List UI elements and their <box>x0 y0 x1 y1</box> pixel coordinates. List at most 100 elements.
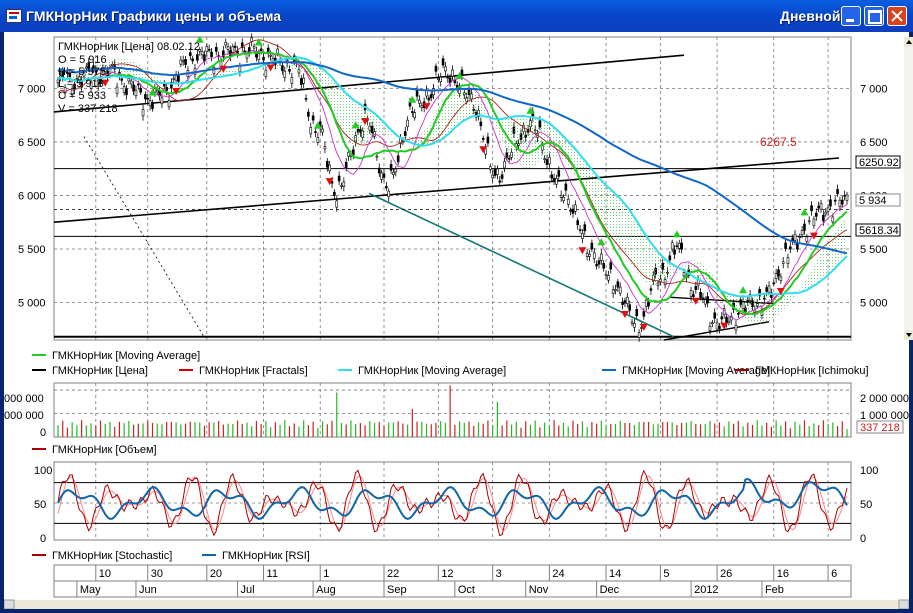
close-button[interactable] <box>887 6 907 26</box>
month-tick-label: Feb <box>765 584 784 596</box>
day-tick-label: 22 <box>387 568 399 580</box>
minimize-button[interactable] <box>841 6 861 26</box>
fractal-down-arrow-icon <box>691 297 700 305</box>
day-tick-label: 12 <box>441 568 453 580</box>
fractal-down-arrow-icon <box>639 323 648 331</box>
candle-body <box>304 98 308 100</box>
candle-body <box>207 49 211 51</box>
volume-panel[interactable]: 000 000 000 000 0 2 000 000 1 000 000 33… <box>4 382 909 439</box>
vertical-scrollbar[interactable] <box>904 37 913 340</box>
month-tick-label: 2012 <box>694 584 718 596</box>
candle-body <box>415 89 419 97</box>
candle-body <box>167 100 171 108</box>
candle-body <box>89 81 93 89</box>
candle-body <box>668 255 672 261</box>
candle-body <box>165 87 168 91</box>
candle-body <box>578 229 582 231</box>
scroll-track[interactable] <box>904 47 913 330</box>
candle-body <box>198 49 202 52</box>
day-tick-label: 16 <box>777 568 789 580</box>
candle-body <box>155 89 159 93</box>
candle-body <box>824 211 828 215</box>
candle-body <box>125 88 128 96</box>
horizontal-scrollbar[interactable] <box>4 599 909 609</box>
moving-average-green-line <box>57 50 848 316</box>
candle-body <box>184 58 187 65</box>
candle-body <box>132 84 135 92</box>
day-tick-label: 5 <box>663 568 669 580</box>
candle-body <box>677 242 681 249</box>
upper-trend-line[interactable] <box>53 54 685 113</box>
month-tick-label: Aug <box>316 584 336 596</box>
title-bar[interactable]: ГМКНорНик Графики цены и объема Дневной <box>0 0 913 32</box>
candle-body <box>231 46 235 53</box>
candle-body <box>781 261 785 264</box>
fractal-down-arrow-icon <box>578 247 587 255</box>
candle-body <box>611 289 615 294</box>
fractal-down-arrow-icon <box>720 322 729 330</box>
candle-body <box>673 249 676 255</box>
candle-body <box>403 131 407 136</box>
candle-body <box>635 309 639 317</box>
candle-body <box>498 180 502 183</box>
candle-body <box>177 74 180 82</box>
candle-body <box>283 70 287 78</box>
candle-body <box>711 322 714 324</box>
osc-left-label-0: 0 <box>40 533 46 545</box>
candle-body <box>141 109 145 117</box>
price-ytick-left: 5 500 <box>18 244 46 256</box>
scroll-up-arrow-icon[interactable] <box>904 37 913 47</box>
candle-body <box>333 191 336 196</box>
candle-body <box>595 263 598 267</box>
fractal-up-arrow-icon <box>526 106 535 114</box>
candle-body <box>96 79 100 87</box>
candle-body <box>191 58 194 62</box>
candle-body <box>602 263 605 269</box>
candle-body <box>675 245 679 247</box>
candle-body <box>583 224 587 232</box>
candle-body <box>205 46 209 52</box>
candle-body <box>784 242 787 249</box>
candle-body <box>137 83 140 86</box>
candle-body <box>196 54 199 61</box>
boxed-level-2-label: 5618.34 <box>859 225 899 237</box>
dotted-trend-line[interactable] <box>83 136 205 337</box>
osc-left-label-100: 100 <box>34 465 52 477</box>
candle-body <box>680 242 683 250</box>
candle-body <box>715 322 719 330</box>
maximize-button[interactable] <box>864 6 884 26</box>
osc-right-label-50: 50 <box>860 499 872 511</box>
candle-body <box>389 164 393 171</box>
fractal-down-arrow-icon <box>776 287 785 295</box>
rising-support-line[interactable] <box>663 321 770 341</box>
candle-body <box>413 112 417 119</box>
price-ytick-left: 7 000 <box>18 83 46 95</box>
candle-body <box>276 48 279 54</box>
candle-body <box>727 320 731 324</box>
candle-body <box>564 183 568 191</box>
info-low: L = 5 910 <box>58 78 104 90</box>
candle-body <box>434 65 438 72</box>
candle-body <box>566 198 570 205</box>
candle-body <box>429 94 433 99</box>
candle-body <box>831 216 835 223</box>
mid-trend-line[interactable] <box>53 157 840 224</box>
candle-body <box>786 257 790 264</box>
candle-body <box>420 105 424 108</box>
candle-body <box>340 185 343 187</box>
candle-body <box>380 172 383 180</box>
month-tick-label: Jul <box>241 584 255 596</box>
candle-body <box>337 175 341 182</box>
candle-body <box>144 94 147 100</box>
scroll-down-arrow-icon[interactable] <box>904 330 913 340</box>
time-axis[interactable]: 10 30 20 11 1 22 12 3 24 14 5 26 16 6 May Jun Jul Aug Sep… <box>53 564 852 598</box>
candle-body <box>172 78 176 80</box>
oscillator-panel[interactable]: 100 50 0 100 50 0 <box>34 461 878 545</box>
candle-body <box>826 207 830 212</box>
candle-body <box>597 260 601 265</box>
period-label[interactable]: Дневной <box>780 8 841 24</box>
candle-body <box>720 316 724 320</box>
day-tick-label: 14 <box>609 568 621 580</box>
